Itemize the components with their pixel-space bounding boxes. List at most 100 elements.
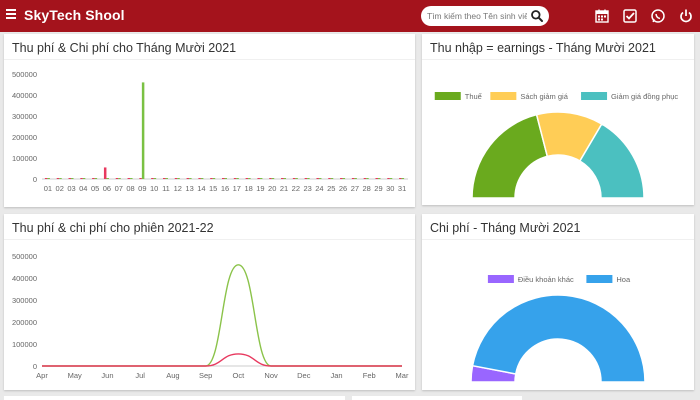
bar bbox=[248, 178, 251, 179]
x-tick-label: 25 bbox=[327, 184, 335, 193]
bar bbox=[68, 178, 72, 179]
bar bbox=[141, 82, 145, 179]
y-tick-label: 400000 bbox=[12, 274, 37, 283]
x-tick-label: Jan bbox=[330, 371, 342, 380]
y-tick-label: 300000 bbox=[12, 296, 37, 305]
x-tick-label: 17 bbox=[233, 184, 241, 193]
x-tick-label: 23 bbox=[303, 184, 311, 193]
card-divider bbox=[4, 239, 415, 240]
x-tick-label: Apr bbox=[36, 371, 48, 380]
income-month-card: Thu nhập = earnings - Tháng Mười 2021 Th… bbox=[422, 34, 694, 205]
x-tick-label: 28 bbox=[363, 184, 371, 193]
hamburger-menu-icon[interactable] bbox=[6, 9, 16, 23]
bar bbox=[165, 178, 168, 179]
bar bbox=[304, 178, 308, 179]
x-tick-label: 20 bbox=[268, 184, 276, 193]
fees-session-card: Thu phí & chi phí cho phiên 2021-22 5000… bbox=[4, 214, 415, 390]
x-tick-label: Mar bbox=[396, 371, 409, 380]
legend-swatch bbox=[434, 92, 461, 100]
bar bbox=[200, 178, 204, 179]
bar bbox=[162, 178, 166, 179]
y-tick-label: 500000 bbox=[12, 70, 37, 79]
x-tick-label: 03 bbox=[67, 184, 75, 193]
bar bbox=[177, 178, 180, 179]
x-tick-label: 01 bbox=[44, 184, 52, 193]
bar bbox=[295, 178, 298, 179]
power-icon[interactable] bbox=[678, 8, 694, 24]
x-tick-label: May bbox=[68, 371, 82, 380]
x-tick-label: 05 bbox=[91, 184, 99, 193]
bar bbox=[94, 178, 98, 179]
bar bbox=[318, 178, 322, 179]
bar bbox=[127, 178, 131, 179]
bar bbox=[59, 178, 62, 179]
x-tick-label: 09 bbox=[138, 184, 146, 193]
x-tick-label: Oct bbox=[233, 371, 246, 380]
x-tick-label: 27 bbox=[351, 184, 359, 193]
fees-month-bar-chart: 500000 400000 300000 200000 100000 0 01 02 03 04 0… bbox=[12, 70, 408, 193]
calendar-icon[interactable] bbox=[594, 8, 610, 24]
y-tick-label: 0 bbox=[33, 362, 37, 371]
bar bbox=[71, 178, 74, 179]
y-tick-label: 400000 bbox=[12, 91, 37, 100]
search-input[interactable] bbox=[427, 9, 527, 23]
bar bbox=[103, 167, 107, 179]
bar bbox=[245, 178, 249, 179]
bar bbox=[363, 178, 367, 179]
bar bbox=[366, 178, 369, 179]
next-card-stub bbox=[4, 396, 345, 400]
x-tick-label: 21 bbox=[280, 184, 288, 193]
income-doughnut-chart: Thuế Sách giảm giá Giảm giá đồng phục bbox=[434, 92, 678, 199]
x-tick-label: 26 bbox=[339, 184, 347, 193]
x-tick-label: 11 bbox=[162, 184, 170, 193]
bar bbox=[259, 178, 263, 179]
bar bbox=[222, 178, 225, 179]
search-icon[interactable] bbox=[530, 9, 544, 23]
bar bbox=[292, 178, 296, 179]
x-tick-label: Sep bbox=[199, 371, 212, 380]
x-tick-label: 14 bbox=[197, 184, 205, 193]
bar bbox=[233, 178, 237, 179]
expense-doughnut-chart: Điều khoản khác Hoa bbox=[470, 275, 646, 383]
series-line bbox=[41, 353, 402, 367]
bar bbox=[283, 178, 287, 179]
y-tick-label: 100000 bbox=[12, 340, 37, 349]
bar bbox=[130, 178, 133, 179]
x-tick-label: 08 bbox=[126, 184, 134, 193]
x-tick-label: 13 bbox=[185, 184, 193, 193]
brand-title[interactable]: SkyTech Shool bbox=[24, 7, 125, 23]
next-card-stub bbox=[352, 396, 522, 400]
top-navbar: SkyTech Shool bbox=[0, 0, 700, 32]
x-tick-label: 24 bbox=[315, 184, 323, 193]
bar bbox=[375, 178, 378, 179]
card-title: Chi phí - Tháng Mười 2021 bbox=[430, 221, 581, 235]
legend-label: Thuế bbox=[465, 92, 483, 101]
bar bbox=[56, 178, 60, 179]
bar bbox=[106, 178, 109, 179]
doughnut-segment bbox=[471, 113, 549, 199]
y-tick-label: 300000 bbox=[12, 112, 37, 121]
bar bbox=[330, 178, 334, 179]
x-tick-label: 04 bbox=[79, 184, 87, 193]
bar bbox=[47, 178, 50, 179]
x-tick-label: 29 bbox=[374, 184, 382, 193]
x-tick-label: 10 bbox=[150, 184, 158, 193]
y-tick-label: 500000 bbox=[12, 252, 37, 261]
card-title: Thu nhập = earnings - Tháng Mười 2021 bbox=[430, 41, 656, 55]
x-tick-label: 07 bbox=[115, 184, 123, 193]
bar bbox=[316, 178, 319, 179]
legend-swatch bbox=[490, 92, 517, 100]
bar bbox=[387, 178, 390, 179]
doughnut-segment bbox=[471, 294, 646, 383]
bar bbox=[377, 178, 381, 179]
bar bbox=[342, 178, 346, 179]
x-tick-label: 12 bbox=[174, 184, 182, 193]
x-tick-label: Nov bbox=[264, 371, 278, 380]
checkbox-icon[interactable] bbox=[622, 8, 638, 24]
whatsapp-icon[interactable] bbox=[650, 8, 666, 24]
fees-month-card: Thu phí & Chi phí cho Tháng Mười 2021 50… bbox=[4, 34, 415, 207]
legend-label: Giảm giá đồng phục bbox=[611, 92, 678, 101]
bar bbox=[186, 178, 190, 179]
y-tick-label: 200000 bbox=[12, 318, 37, 327]
